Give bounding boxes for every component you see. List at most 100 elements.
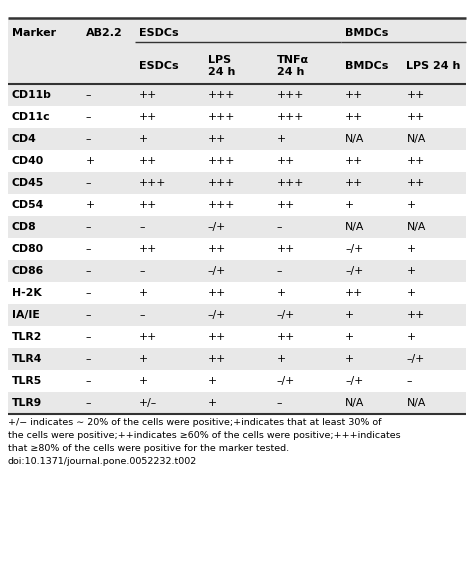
Text: –/+: –/+ [346, 244, 364, 254]
Text: –: – [86, 310, 91, 320]
Text: ++: ++ [208, 332, 226, 342]
Text: ++: ++ [346, 178, 364, 188]
Text: N/A: N/A [406, 134, 426, 144]
Text: ++: ++ [406, 90, 425, 100]
Text: –: – [86, 376, 91, 386]
Text: –: – [86, 332, 91, 342]
Text: N/A: N/A [406, 222, 426, 232]
Text: +++: +++ [208, 156, 235, 166]
Text: –/+: –/+ [346, 266, 364, 276]
Text: +: + [277, 134, 286, 144]
Text: –: – [86, 178, 91, 188]
Bar [8, 18, 466, 48]
Text: CD4: CD4 [12, 134, 37, 144]
Text: TNFα
24 h: TNFα 24 h [277, 55, 309, 77]
Bar [8, 370, 466, 392]
Text: ESDCs: ESDCs [139, 61, 179, 71]
Text: +: + [139, 288, 148, 298]
Text: +: + [208, 398, 217, 408]
Text: +: + [406, 332, 416, 342]
Text: +++: +++ [208, 200, 235, 210]
Bar [8, 84, 466, 106]
Text: –/+: –/+ [406, 354, 425, 364]
Text: CD11c: CD11c [12, 112, 51, 122]
Text: ++: ++ [406, 156, 425, 166]
Text: ++: ++ [406, 310, 425, 320]
Text: +++: +++ [139, 178, 166, 188]
Text: –: – [86, 398, 91, 408]
Text: ++: ++ [208, 244, 226, 254]
Text: AB2.2: AB2.2 [86, 28, 123, 38]
Text: +: + [406, 266, 416, 276]
Text: +: + [406, 288, 416, 298]
Text: –/+: –/+ [346, 376, 364, 386]
Text: the cells were positive;++indicates ≥60% of the cells were positive;+++indicates: the cells were positive;++indicates ≥60%… [8, 431, 401, 440]
Text: –: – [86, 266, 91, 276]
Text: Marker: Marker [12, 28, 56, 38]
Text: doi:10.1371/journal.pone.0052232.t002: doi:10.1371/journal.pone.0052232.t002 [8, 457, 197, 466]
Text: ++: ++ [406, 178, 425, 188]
Bar [8, 304, 466, 326]
Text: +: + [139, 134, 148, 144]
Text: –/+: –/+ [277, 310, 295, 320]
Bar [8, 106, 466, 128]
Text: +++: +++ [277, 112, 304, 122]
Text: –: – [86, 90, 91, 100]
Text: N/A: N/A [346, 134, 365, 144]
Text: BMDCs: BMDCs [346, 61, 389, 71]
Text: TLR2: TLR2 [12, 332, 42, 342]
Text: BMDCs: BMDCs [346, 28, 389, 38]
Text: +++: +++ [208, 90, 235, 100]
Text: –: – [86, 354, 91, 364]
Text: ++: ++ [139, 112, 157, 122]
Bar [8, 238, 466, 260]
Text: +: + [346, 200, 355, 210]
Text: N/A: N/A [346, 222, 365, 232]
Text: +: + [277, 288, 286, 298]
Text: –/+: –/+ [208, 222, 226, 232]
Text: +++: +++ [277, 178, 304, 188]
Text: +: + [406, 244, 416, 254]
Text: +: + [139, 376, 148, 386]
Text: ++: ++ [208, 288, 226, 298]
Text: –: – [139, 266, 145, 276]
Text: +: + [86, 156, 95, 166]
Text: +++: +++ [277, 90, 304, 100]
Text: TLR9: TLR9 [12, 398, 42, 408]
Text: IA/IE: IA/IE [12, 310, 40, 320]
Bar [8, 216, 466, 238]
Bar [8, 260, 466, 282]
Bar [8, 48, 466, 84]
Bar [8, 348, 466, 370]
Text: ++: ++ [139, 156, 157, 166]
Text: ++: ++ [139, 90, 157, 100]
Text: +: + [406, 200, 416, 210]
Text: that ≥80% of the cells were positive for the marker tested.: that ≥80% of the cells were positive for… [8, 444, 289, 453]
Text: N/A: N/A [406, 398, 426, 408]
Text: ++: ++ [277, 200, 295, 210]
Text: –: – [277, 266, 282, 276]
Text: ++: ++ [139, 244, 157, 254]
Text: –: – [86, 244, 91, 254]
Text: ++: ++ [346, 156, 364, 166]
Text: +++: +++ [208, 178, 235, 188]
Text: CD86: CD86 [12, 266, 44, 276]
Text: CD8: CD8 [12, 222, 36, 232]
Text: –/+: –/+ [208, 266, 226, 276]
Text: –: – [86, 288, 91, 298]
Bar [8, 392, 466, 414]
Text: +/–: +/– [139, 398, 157, 408]
Bar [8, 194, 466, 216]
Text: –: – [139, 222, 145, 232]
Text: –: – [86, 222, 91, 232]
Text: +++: +++ [208, 112, 235, 122]
Text: ++: ++ [346, 288, 364, 298]
Text: TLR4: TLR4 [12, 354, 42, 364]
Text: ++: ++ [277, 244, 295, 254]
Text: CD54: CD54 [12, 200, 44, 210]
Text: CD40: CD40 [12, 156, 44, 166]
Text: H-2K: H-2K [12, 288, 42, 298]
Text: ++: ++ [208, 354, 226, 364]
Text: –: – [86, 112, 91, 122]
Text: ++: ++ [346, 90, 364, 100]
